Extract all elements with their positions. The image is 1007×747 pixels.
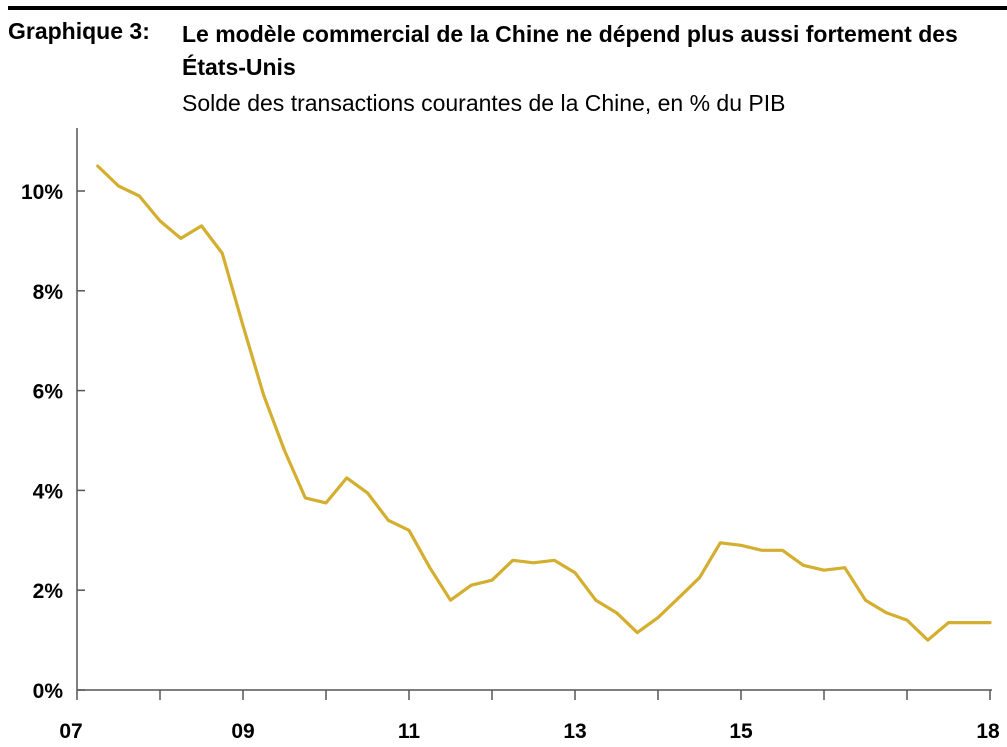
data-point xyxy=(677,596,680,599)
data-point xyxy=(615,611,618,614)
x-tick-label: 07 xyxy=(59,720,82,743)
data-point xyxy=(283,449,286,452)
data-point xyxy=(760,549,763,552)
data-point xyxy=(387,519,390,522)
data-point xyxy=(864,599,867,602)
chart-title: Le modèle commercial de la Chine ne dépe… xyxy=(182,21,958,80)
x-tick-label: 13 xyxy=(563,720,586,743)
data-point xyxy=(594,599,597,602)
data-point xyxy=(781,549,784,552)
data-point xyxy=(719,541,722,544)
data-point xyxy=(138,194,141,198)
data-point xyxy=(532,561,535,564)
data-point xyxy=(905,618,909,622)
data-point xyxy=(407,529,411,532)
data-point xyxy=(366,491,369,495)
data-point xyxy=(656,616,660,619)
data-point xyxy=(636,631,639,634)
data-point xyxy=(304,496,307,500)
data-point xyxy=(698,576,701,579)
x-axis: 07 09 11 13 15 18 xyxy=(59,689,1000,743)
data-point xyxy=(241,324,245,327)
data-point xyxy=(843,566,846,569)
y-tick-label: 8% xyxy=(33,281,64,304)
data-point xyxy=(511,559,514,562)
data-point xyxy=(573,571,577,574)
y-tick-label: 2% xyxy=(33,580,64,603)
data-point xyxy=(470,584,473,587)
x-tick-label: 15 xyxy=(729,720,753,743)
data-point xyxy=(802,564,805,567)
y-tick-label: 10% xyxy=(21,181,63,204)
data-point xyxy=(96,164,100,168)
data-point xyxy=(553,559,556,562)
data-point xyxy=(947,621,950,624)
data-point xyxy=(490,579,494,582)
series-line xyxy=(96,164,992,642)
data-point xyxy=(968,621,971,624)
data-point xyxy=(117,184,120,188)
data-point xyxy=(262,394,265,397)
top-rule xyxy=(8,6,1007,10)
y-tick-label: 4% xyxy=(33,480,64,503)
data-point xyxy=(179,237,182,240)
data-point xyxy=(822,569,826,572)
chart-subtitle: Solde des transactions courantes de la C… xyxy=(182,90,786,116)
data-point xyxy=(449,599,452,602)
y-axis: 0% 2% 4% 6% 8% 10% xyxy=(21,128,85,703)
data-point xyxy=(345,476,348,480)
data-point xyxy=(885,611,888,614)
data-point xyxy=(428,566,431,569)
figure-label: Graphique 3: xyxy=(8,18,150,44)
data-point xyxy=(324,501,328,505)
y-tick-label: 6% xyxy=(33,381,64,404)
data-point xyxy=(221,252,224,255)
x-tick-label: 18 xyxy=(976,720,1000,743)
data-point xyxy=(158,219,162,223)
data-point xyxy=(739,544,743,547)
data-point xyxy=(926,638,929,642)
y-tick-label: 0% xyxy=(33,680,64,703)
x-tick-label: 09 xyxy=(231,720,254,743)
data-point xyxy=(200,224,203,228)
data-point xyxy=(988,621,992,624)
series-group xyxy=(96,164,992,642)
x-tick-label: 11 xyxy=(398,720,421,743)
